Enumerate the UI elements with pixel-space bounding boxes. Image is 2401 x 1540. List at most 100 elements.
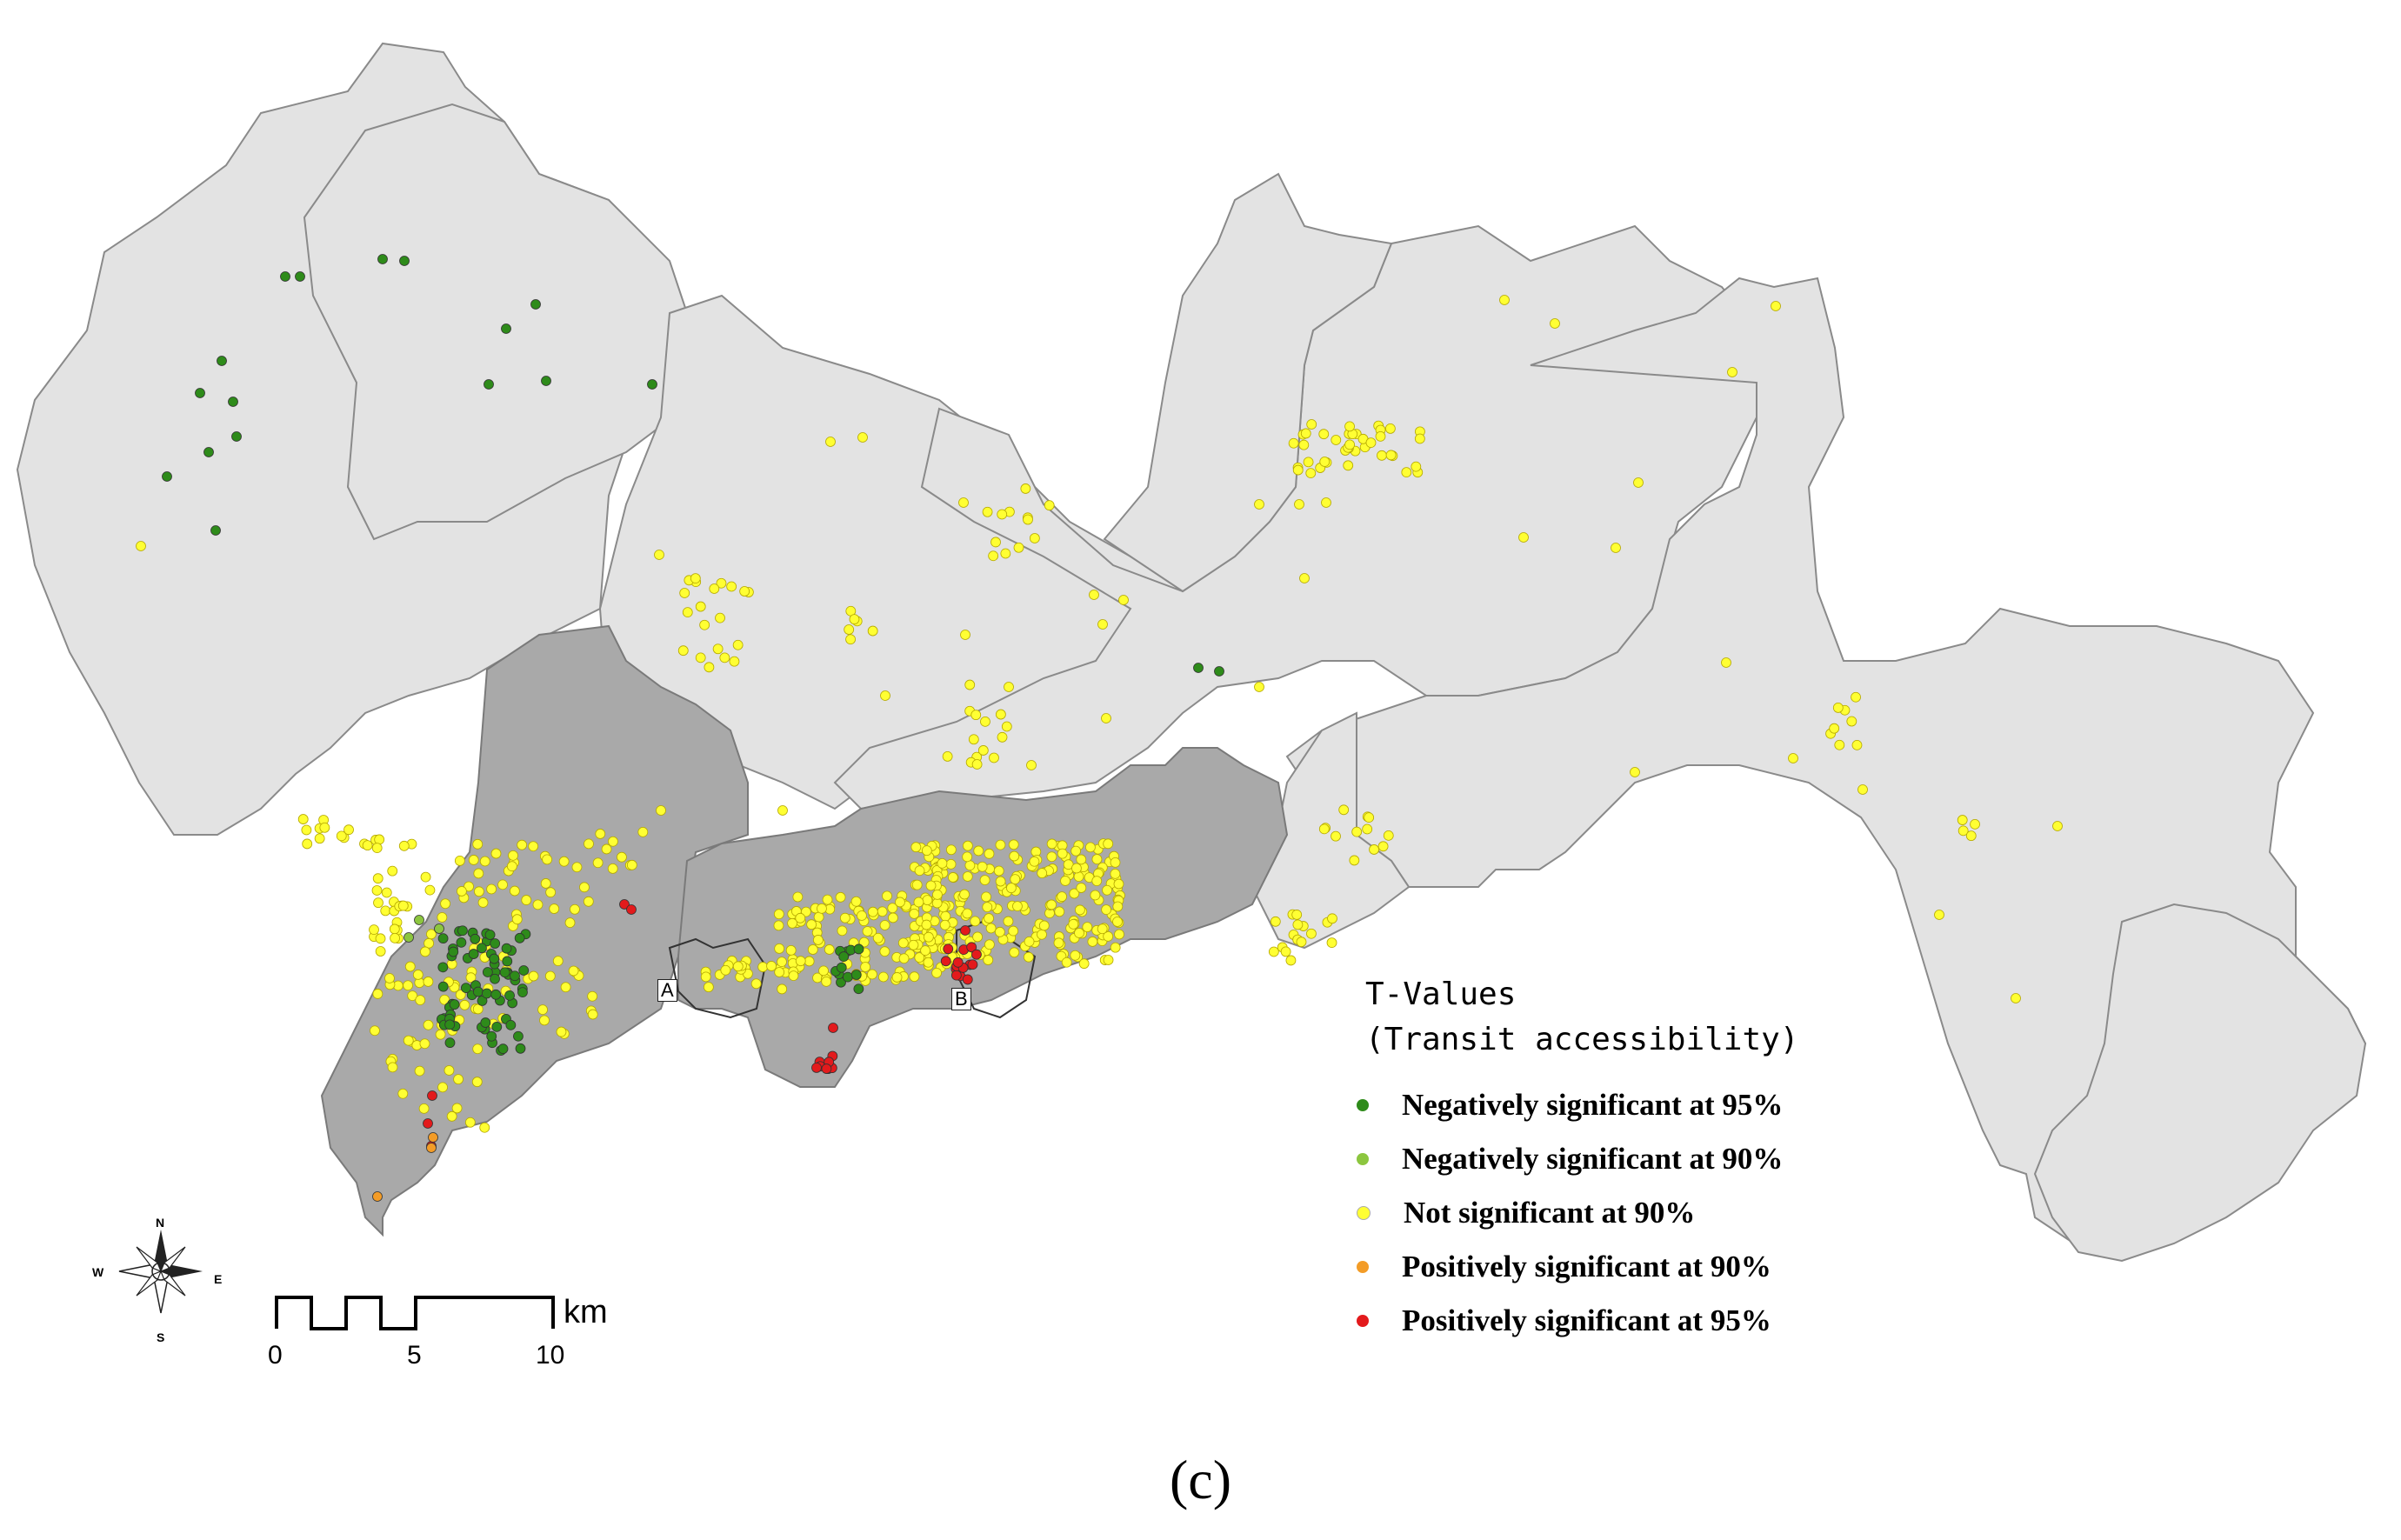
transit-point [1550,318,1560,329]
transit-point [945,844,957,856]
transit-point [472,1043,484,1055]
transit-point [423,977,434,987]
transit-point [970,916,981,927]
transit-point [914,952,925,963]
transit-point [387,1062,398,1073]
transit-point [824,944,835,955]
transit-point [544,970,556,982]
transit-point [377,254,388,264]
transit-point [1097,619,1108,630]
transit-point [617,851,627,863]
transit-point [231,431,242,442]
transit-point [1069,888,1080,899]
transit-point [729,656,740,667]
transit-point [911,879,923,890]
transit-point [1338,804,1350,816]
transit-point [1023,514,1033,525]
transit-point [403,980,414,991]
transit-point [732,639,744,650]
transit-point [982,902,993,913]
transit-point [995,876,1006,887]
transit-point [481,988,492,999]
transit-point [399,256,410,266]
transit-point [1112,901,1124,912]
transit-point [210,525,221,536]
transit-point [1401,467,1412,478]
district-urban-central [677,747,1289,1088]
transit-point [1834,739,1845,750]
transit-point [508,850,518,861]
transit-points-layer [136,254,2063,1202]
transit-point [369,924,379,936]
transit-point [995,839,1006,850]
scale-bar [275,1296,555,1330]
transit-point [962,908,973,919]
transit-point [1305,468,1317,479]
transit-point [1306,928,1317,939]
transit-point [1254,499,1264,510]
transit-point [1103,838,1114,850]
transit-point [397,1088,409,1099]
transit-point [1299,573,1310,583]
transit-point [484,930,496,940]
transit-point [473,886,484,897]
transit-point [971,949,982,960]
transit-point [777,805,788,816]
transit-point [920,945,930,957]
transit-point [608,836,618,847]
transit-point [501,943,512,954]
transit-point [301,824,312,836]
legend-title: T-Values (Transit accessibility) [1365,972,1799,1063]
transit-point [375,946,386,957]
transit-point [757,962,769,972]
transit-point [490,989,502,1000]
legend-title-line1: T-Values [1365,977,1517,1012]
compass-s: S [157,1330,165,1344]
transit-point [453,1074,464,1085]
transit-point [1294,499,1304,510]
transit-point [898,953,910,964]
transit-point [418,1103,430,1114]
transit-point [925,880,937,891]
transit-point [980,716,990,727]
transit-point [1029,533,1040,543]
transit-point [1009,947,1020,958]
transit-point [571,862,583,873]
transit-point [984,913,994,923]
transit-point [1118,595,1129,605]
transit-point [343,824,354,836]
transit-point [435,1029,446,1040]
inset-label-b: B [951,988,971,1010]
transit-point [455,990,466,1000]
transit-point [964,679,976,690]
transit-point [958,497,969,508]
transit-point [821,976,832,987]
transit-point [556,1026,567,1037]
transit-point [656,805,666,816]
transit-point [505,1019,517,1030]
transit-point [426,1143,437,1153]
transit-point [1090,890,1101,901]
transit-point [380,905,391,917]
legend: Negatively significant at 95% Negatively… [1357,1078,1783,1348]
transit-point [849,614,860,625]
transit-point [407,990,418,1002]
transit-point [584,838,594,850]
transit-point [962,840,973,851]
district-urban-west [320,624,749,1237]
transit-point [1004,682,1014,692]
transit-point [1832,703,1844,713]
transit-point [1013,542,1024,553]
transit-point [136,541,146,551]
transit-point [1008,839,1019,850]
transit-point [497,879,508,890]
transit-point [1070,950,1081,961]
transit-point [1044,500,1055,511]
transit-point [853,983,864,995]
transit-point [579,882,590,893]
transit-point [1087,937,1098,947]
transit-point [203,447,214,457]
transit-point [977,745,989,756]
transit-point [607,863,618,874]
transit-point [1788,753,1798,763]
